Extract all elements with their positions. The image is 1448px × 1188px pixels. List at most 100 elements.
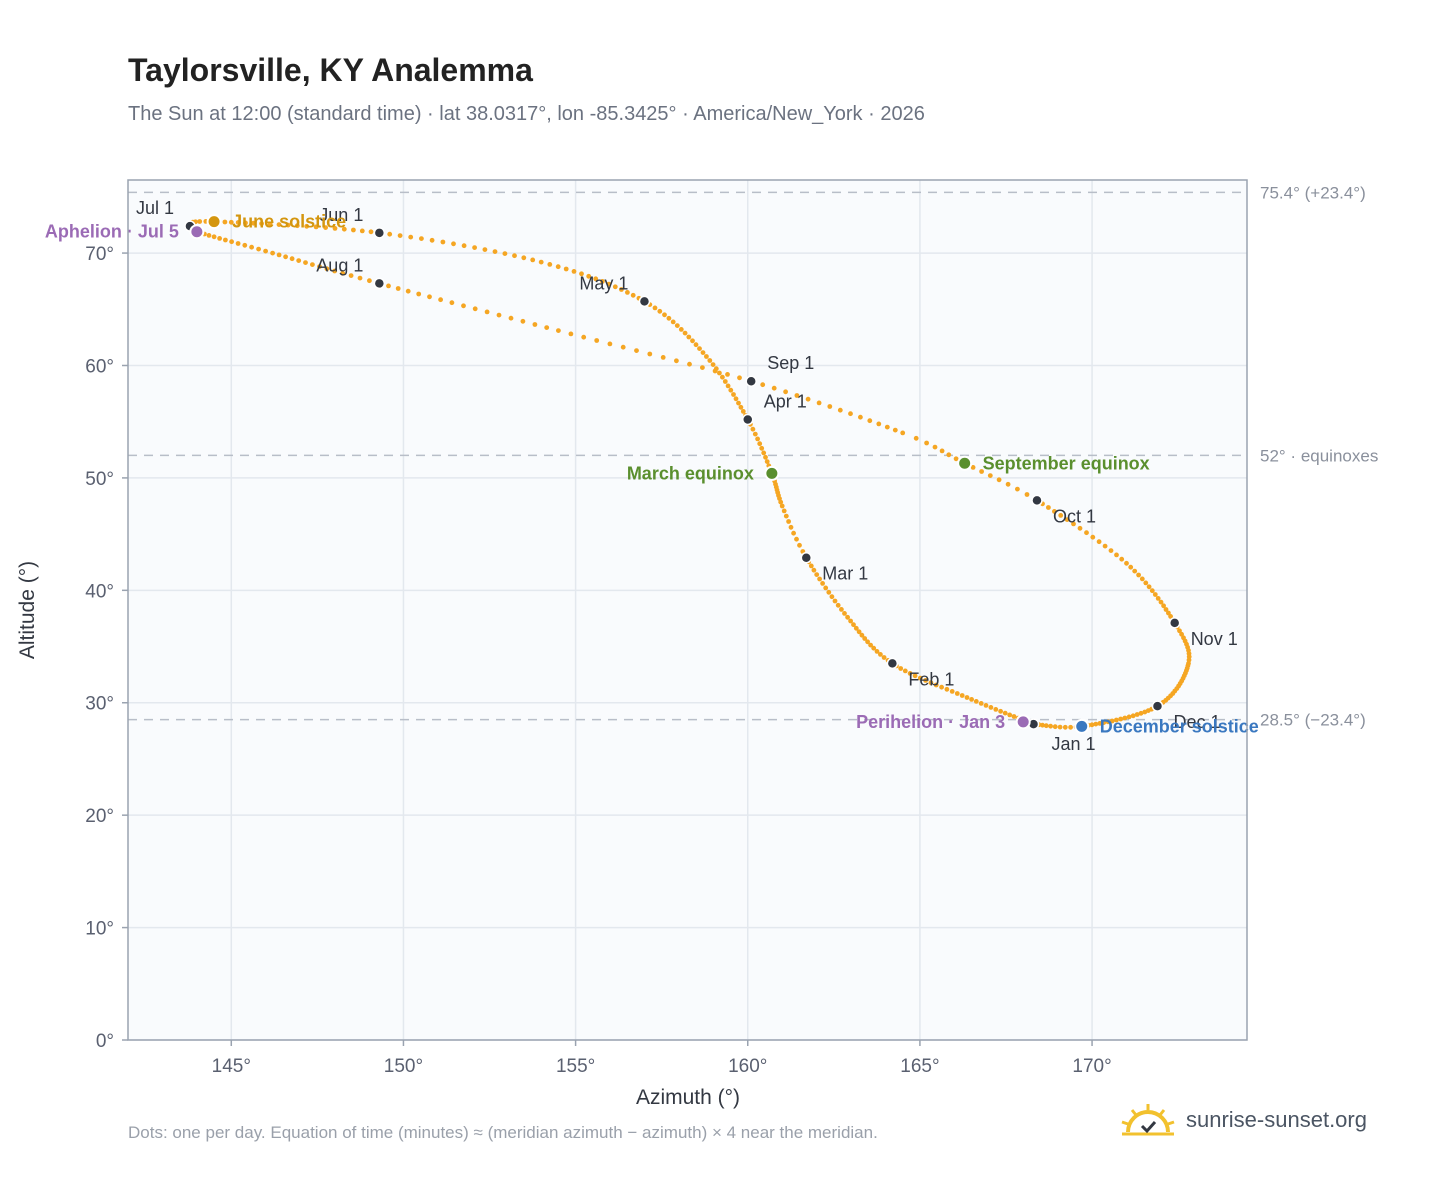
day-dot [978,701,984,706]
day-dot [310,262,315,267]
day-dot [907,671,913,676]
day-dot [933,682,939,688]
day-dot [397,233,403,239]
sun-logo-icon [1121,1104,1175,1136]
month-marker-dot [745,375,757,387]
day-dot [717,370,722,376]
month-markers: Jan 1 Feb 1 Mar 1 Apr 1 May 1 Jun 1 Jul 1 Aug 1… [136,198,1238,754]
day-dot [853,625,859,631]
x-tick-label: 170° [1072,1056,1111,1077]
day-dot [987,473,993,478]
day-dot [461,243,467,249]
day-dot [829,594,835,600]
day-dot [1161,603,1166,609]
month-marker-label: Jan 1 [1052,734,1096,754]
day-dot [317,264,322,269]
special-point-label: Perihelion · Jan 3 [856,712,1005,732]
day-dot [783,513,789,519]
x-tick-label: 150° [384,1056,423,1077]
day-dot [242,242,248,248]
day-dot [983,703,989,708]
day-dot [871,645,877,651]
day-dot [348,273,354,278]
day-dot [993,707,999,712]
day-dot [1002,710,1008,716]
day-dot [530,257,536,263]
day-dot [563,266,569,272]
day-dot [1130,713,1136,719]
month-marker-label: Aug 1 [316,255,363,275]
day-dot [760,382,766,388]
day-dot [461,303,466,309]
day-dot [235,220,241,225]
day-dot [1105,719,1111,725]
month-marker-label: Oct 1 [1053,506,1096,526]
day-dot [1064,517,1070,522]
day-dot [898,666,904,671]
day-dot [304,223,310,229]
day-dot [508,315,514,321]
special-points: June solstice Aphelion · Jul 5 March equin… [45,212,1259,737]
day-dot [794,393,800,398]
day-dot [1005,481,1011,487]
day-dot [725,383,731,389]
day-dot [285,222,291,228]
day-dot [256,246,261,252]
day-dot [612,284,618,290]
y-tick-label: 60° [85,356,114,377]
month-marker-label: Jun 1 [319,205,363,225]
day-dot [1089,722,1095,728]
day-dot [532,322,538,327]
day-dot [1114,717,1119,723]
day-dot [693,342,699,348]
day-dot [1040,722,1045,728]
day-dot [217,236,223,241]
day-dot [211,234,217,240]
day-dot [289,256,295,262]
special-point-dot [1015,714,1031,730]
day-dot [750,426,756,432]
day-dot [571,269,577,274]
day-dot [786,519,791,524]
day-dot [270,250,275,256]
x-tick-label: 165° [900,1056,939,1077]
day-dot [731,392,736,397]
day-dot [764,459,770,464]
day-dot [1015,486,1020,492]
day-dot [368,229,374,235]
day-dot [944,686,950,692]
day-dot [1052,724,1058,730]
day-dot [820,581,825,586]
day-dot [823,585,829,591]
day-dot [913,435,919,441]
day-dot [996,477,1002,483]
day-dot [600,279,605,284]
day-dot [544,325,550,330]
day-dot [856,629,862,635]
day-dot [555,264,561,270]
day-dot [808,563,814,569]
month-marker-label: Dec 1 [1173,712,1220,732]
day-dot [472,306,478,312]
day-dot [1134,712,1140,717]
day-dot [670,319,676,325]
y-axis-label: Altitude (°) [16,561,39,659]
day-dot [845,614,850,620]
day-dot [939,448,945,454]
day-dot [1179,631,1184,637]
day-dot [276,222,282,228]
day-dot [568,331,574,337]
day-dot [1108,548,1114,553]
day-dot [1177,628,1182,634]
day-dot [1126,714,1132,720]
month-marker-label: Jul 1 [136,198,174,218]
day-dot [687,361,692,367]
y-tick-label: 40° [85,581,114,602]
day-dot [313,224,319,230]
day-dot [1090,534,1096,540]
day-dot [837,407,843,413]
month-marker-label: Nov 1 [1191,629,1238,649]
day-dot [367,278,372,284]
day-dot [970,465,976,470]
day-dot [1093,721,1099,727]
